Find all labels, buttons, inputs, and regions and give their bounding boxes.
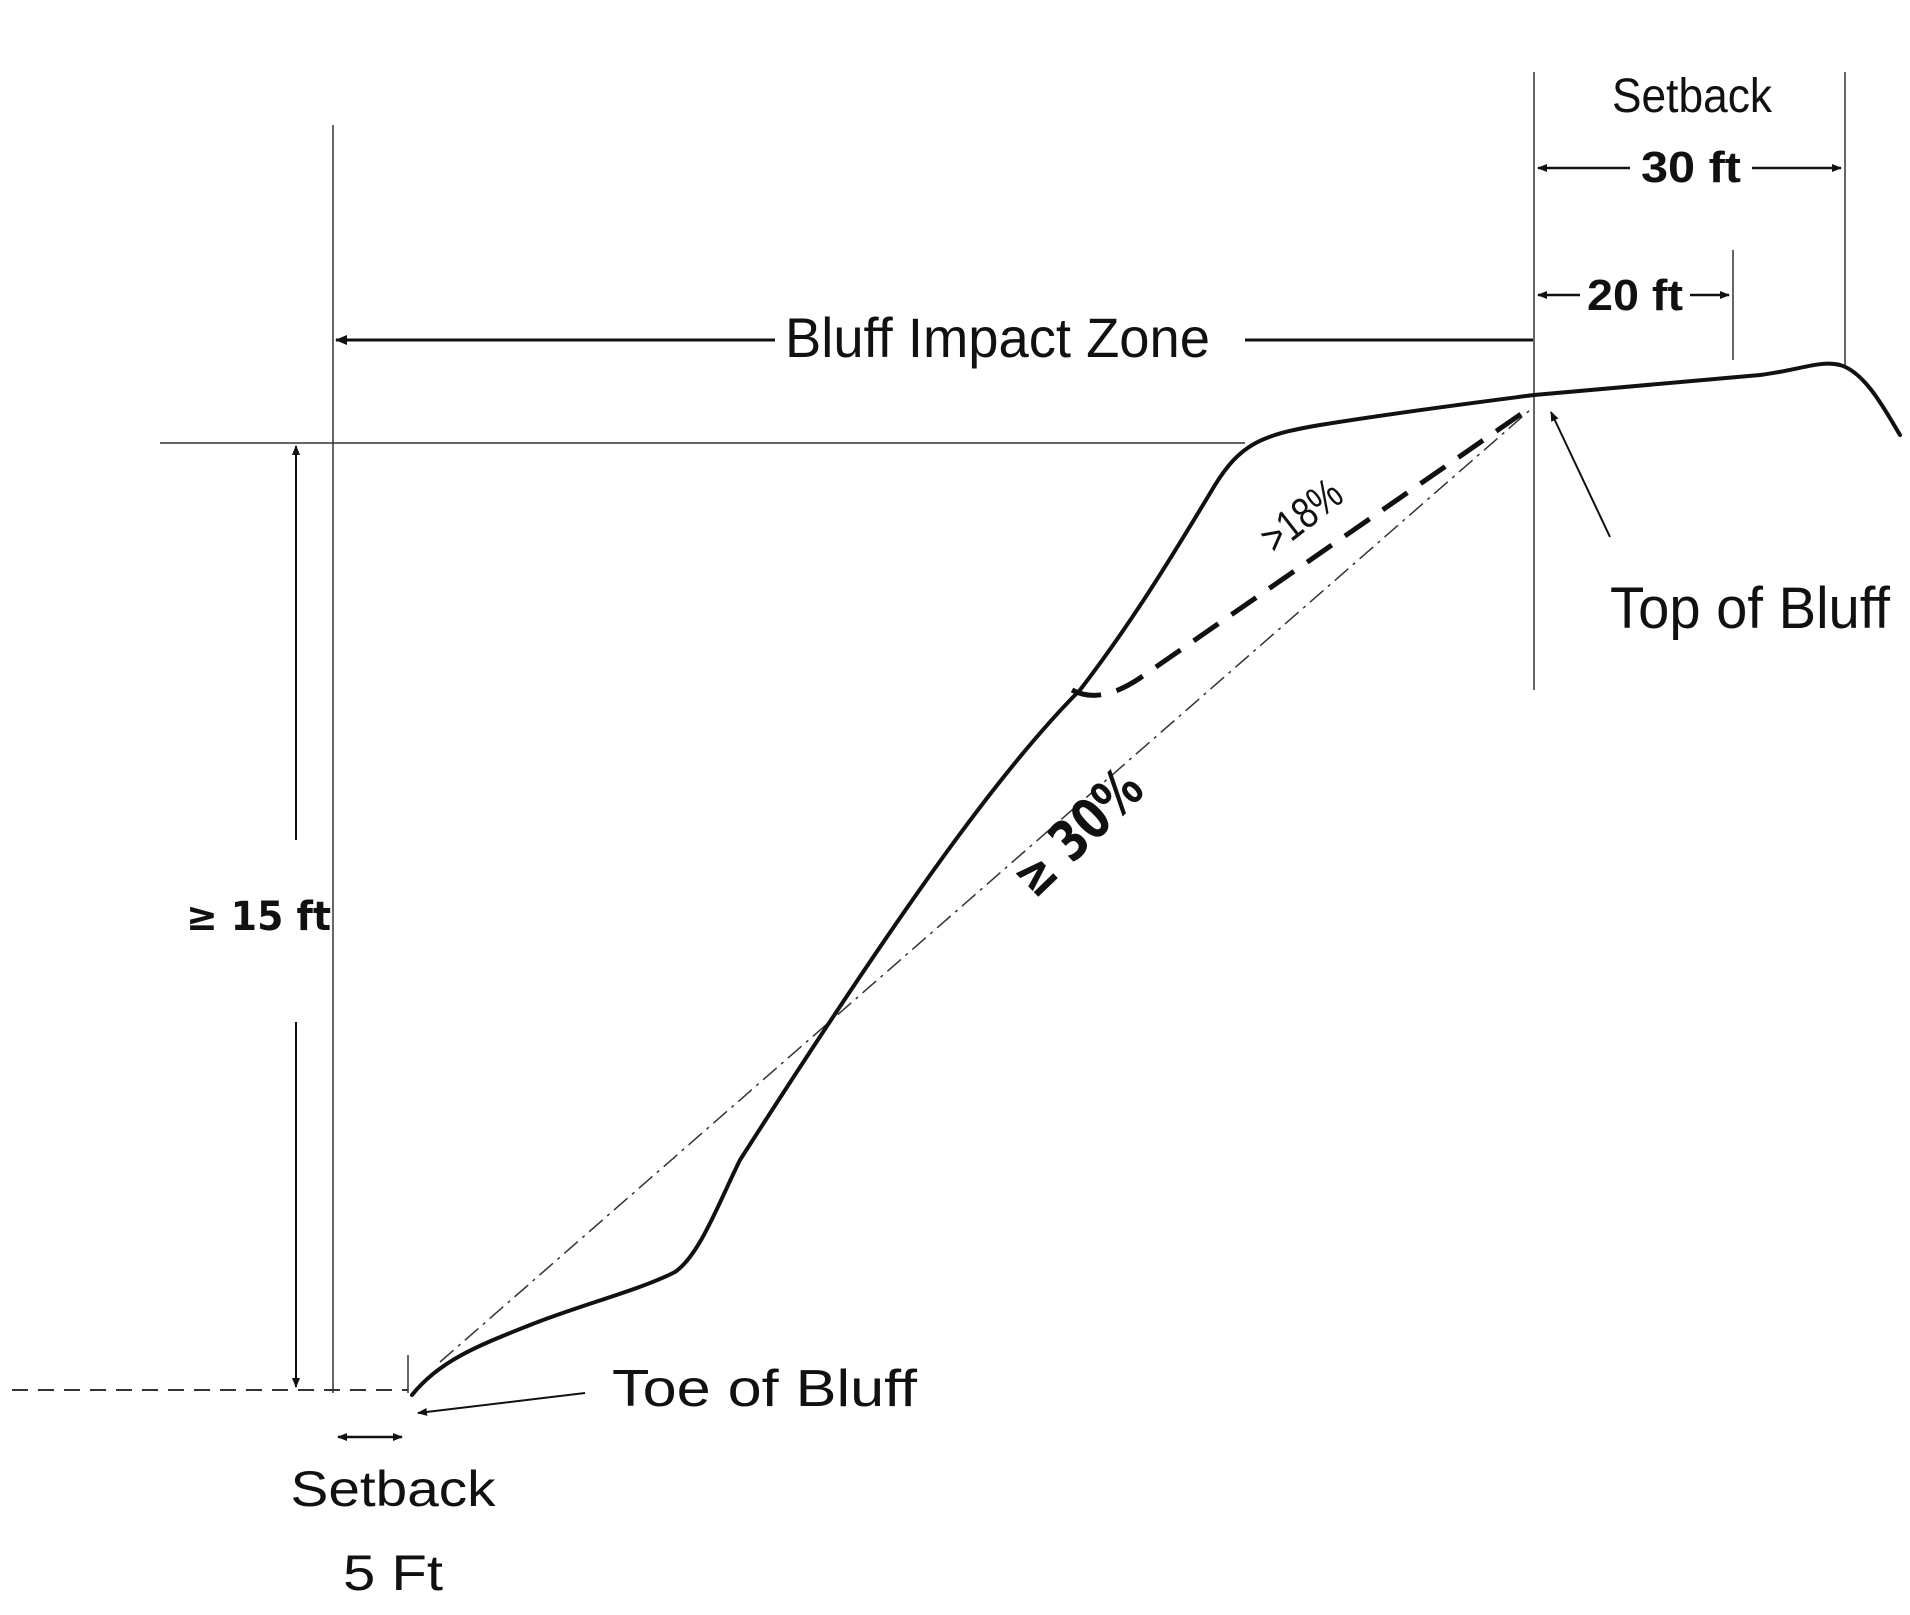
dim-20-label: 20 ft — [1587, 271, 1683, 320]
slope-30-line — [439, 409, 1531, 1363]
setback-bottom-label: Setback — [291, 1461, 497, 1517]
top-of-bluff-label: Top of Bluff — [1610, 576, 1891, 641]
setback-5-label: 5 Ft — [343, 1545, 443, 1601]
slope-18-label: >18% — [1251, 469, 1352, 563]
toe-of-bluff-label: Toe of Bluff — [612, 1360, 918, 1418]
top-of-bluff-pointer — [1550, 411, 1611, 538]
slope-30-label: ≥ 30% — [1000, 756, 1157, 910]
bluff-profile-curve — [410, 361, 1902, 1397]
slope-18-dashed-line — [1070, 411, 1523, 698]
height-15-label: ≥ 15 ft — [186, 894, 331, 940]
bluff-impact-zone-label: Bluff Impact Zone — [785, 306, 1210, 369]
setback-top-label: Setback — [1612, 70, 1773, 123]
toe-of-bluff-pointer — [417, 1392, 586, 1416]
setback-30-label: 30 ft — [1641, 143, 1741, 192]
